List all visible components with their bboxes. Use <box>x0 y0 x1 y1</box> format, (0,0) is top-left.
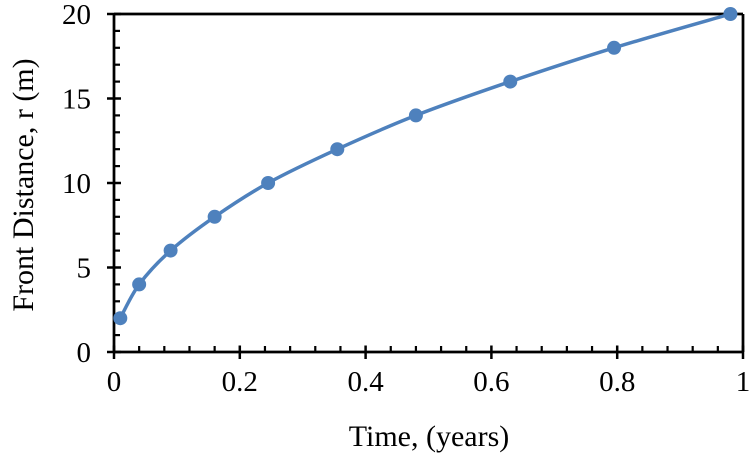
x-tick-label: 0.8 <box>599 366 635 398</box>
x-tick-label: 0.2 <box>222 366 258 398</box>
x-tick-label: 0 <box>107 366 122 398</box>
data-point-marker <box>132 277 147 292</box>
data-point-marker <box>261 176 276 190</box>
y-tick-label: 15 <box>62 84 91 116</box>
data-point-marker <box>503 74 518 89</box>
series-layer <box>113 7 738 326</box>
x-tick-label: 0.6 <box>473 366 509 398</box>
data-point-marker <box>607 40 622 55</box>
y-axis-title: Front Distance, r (m) <box>7 58 40 311</box>
data-series-line <box>118 12 733 320</box>
data-point-marker <box>330 142 345 157</box>
data-point-marker <box>723 7 738 21</box>
ticks-layer <box>107 12 745 359</box>
y-tick-label: 0 <box>77 337 92 369</box>
x-axis-title: Time, (years) <box>349 420 510 453</box>
x-tick-label: 0.4 <box>347 366 384 398</box>
y-tick-label: 20 <box>62 0 91 31</box>
data-point-marker <box>408 108 423 123</box>
x-tick-label: 1 <box>736 366 751 398</box>
y-tick-label: 5 <box>77 253 92 285</box>
data-point-marker <box>113 311 128 326</box>
data-point-marker <box>207 209 222 224</box>
data-point-marker <box>163 243 178 258</box>
y-tick-label: 10 <box>62 168 91 200</box>
